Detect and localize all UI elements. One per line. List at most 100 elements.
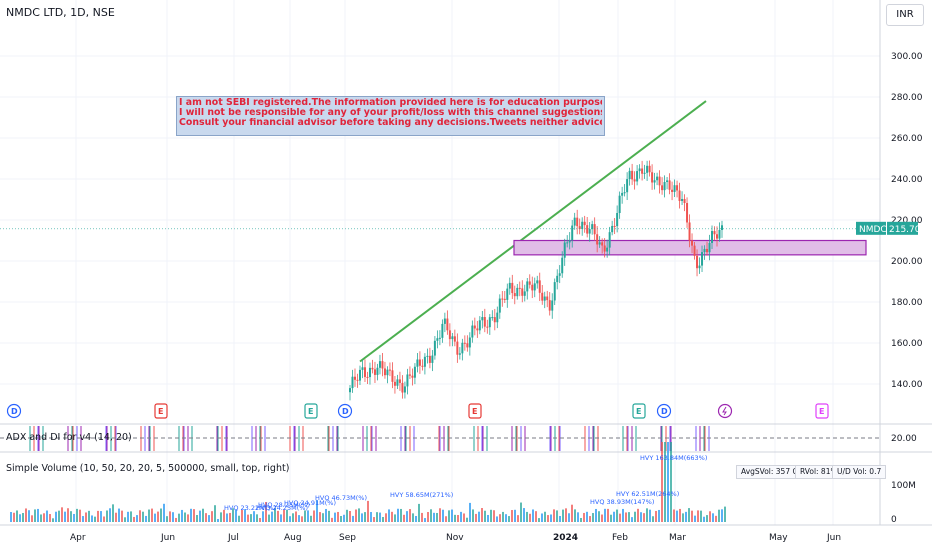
volume-bar [634,511,636,522]
volume-bar [79,509,81,522]
chart-title: NMDC LTD, 1D, NSE [6,6,115,19]
candle-body [703,248,706,253]
volume-bar [646,508,648,522]
volume-bar [361,513,363,522]
volume-bar [133,516,135,522]
trendline [359,100,707,363]
candle-body [593,224,596,235]
volume-bar [493,510,495,522]
volume-bar [631,517,633,522]
volume-bar [271,511,273,522]
volume-bar [442,509,444,522]
volume-bar [466,517,468,522]
volume-bar [16,510,18,522]
volume-annotations: HVQ 23.22M(%)HVQ 24.25M(%)HVQ 28.25M(%)H… [224,454,707,512]
volume-bar [547,515,549,522]
candle-body [418,359,421,366]
candle-body [423,356,426,367]
candle-body [596,234,599,245]
volume-bar [556,510,558,522]
candle-body [673,185,676,192]
volume-bar [322,513,324,522]
volume-bar [403,514,405,522]
candle-body [421,365,424,367]
volume-bar [307,510,309,522]
time-tick-label: May [769,533,788,543]
volume-bar [664,442,666,522]
volume-bar [244,509,246,522]
volume-bar [85,512,87,522]
volume-bar [352,515,354,522]
volume-bar [319,512,321,522]
adx-indicator-label[interactable]: ADX and DI for v4 (14, 20) [6,432,132,443]
candle-body [366,376,369,378]
currency-selector[interactable]: INR [886,4,924,26]
volume-bar [601,514,603,522]
volume-bar [580,517,582,522]
volume-bar [295,511,297,522]
candle-body [496,312,499,323]
candle-body [523,291,526,296]
candlestick-series [349,160,723,401]
disclaimer-line-2: I will not be responsible for any of you… [179,108,602,118]
candle-body [353,376,356,380]
candle-body [436,338,439,341]
candle-body [641,168,644,174]
volume-bar [532,509,534,522]
candle-body [411,375,414,378]
candle-body [373,369,376,375]
volume-bar [154,513,156,522]
volume-bar [553,509,555,522]
volume-bar [397,508,399,522]
volume-bar [691,510,693,522]
volume-bar [373,517,375,522]
volume-bar [178,513,180,522]
volume-bar [301,516,303,522]
volume-bar [481,508,483,522]
volume-bar [667,442,669,522]
dividend-marker [6,403,22,419]
volume-bar [286,509,288,522]
volume-bar [409,509,411,522]
candle-body [513,293,516,297]
volume-bar [613,511,615,522]
volume-bar [142,511,144,522]
volume-bar [268,514,270,522]
volume-bar [721,509,723,522]
candle-body [401,382,404,393]
volume-bar [88,510,90,522]
dividend-marker-label: D [661,407,668,416]
price-axis: 140.00 160.00 180.00 200.00 220.00 240.00 260.… [0,52,923,390]
candle-body [598,242,601,245]
candle-body [526,281,529,292]
volume-bar [508,516,510,522]
candle-body [448,330,451,340]
candle-body [706,248,709,253]
volume-bar [358,508,360,522]
volume-bar [460,511,462,522]
volume-bar [490,509,492,522]
candle-body [578,226,581,230]
volume-bar [73,513,75,522]
price-tick-label: 280.00 [891,93,923,103]
candle-body [643,172,646,174]
volume-bar [70,511,72,522]
price-tag-value: 215.70 [889,225,921,235]
candle-body [368,367,371,378]
volume-bar [475,513,477,522]
earnings-marker [154,403,168,419]
volume-bar [535,511,537,522]
volume-bar [175,517,177,522]
volume-bar [703,516,705,522]
candle-body [631,170,634,180]
volume-indicator-label[interactable]: Simple Volume (10, 50, 20, 20, 5, 500000… [6,463,290,474]
candle-body [501,298,504,300]
volume-bar [433,512,435,522]
volume-bar [577,512,579,522]
time-tick-label: Mar [669,533,686,543]
volume-bar [523,508,525,522]
candle-body [676,185,679,191]
volume-bar [496,516,498,522]
volume-bar [328,510,330,522]
volume-bar [658,509,660,522]
